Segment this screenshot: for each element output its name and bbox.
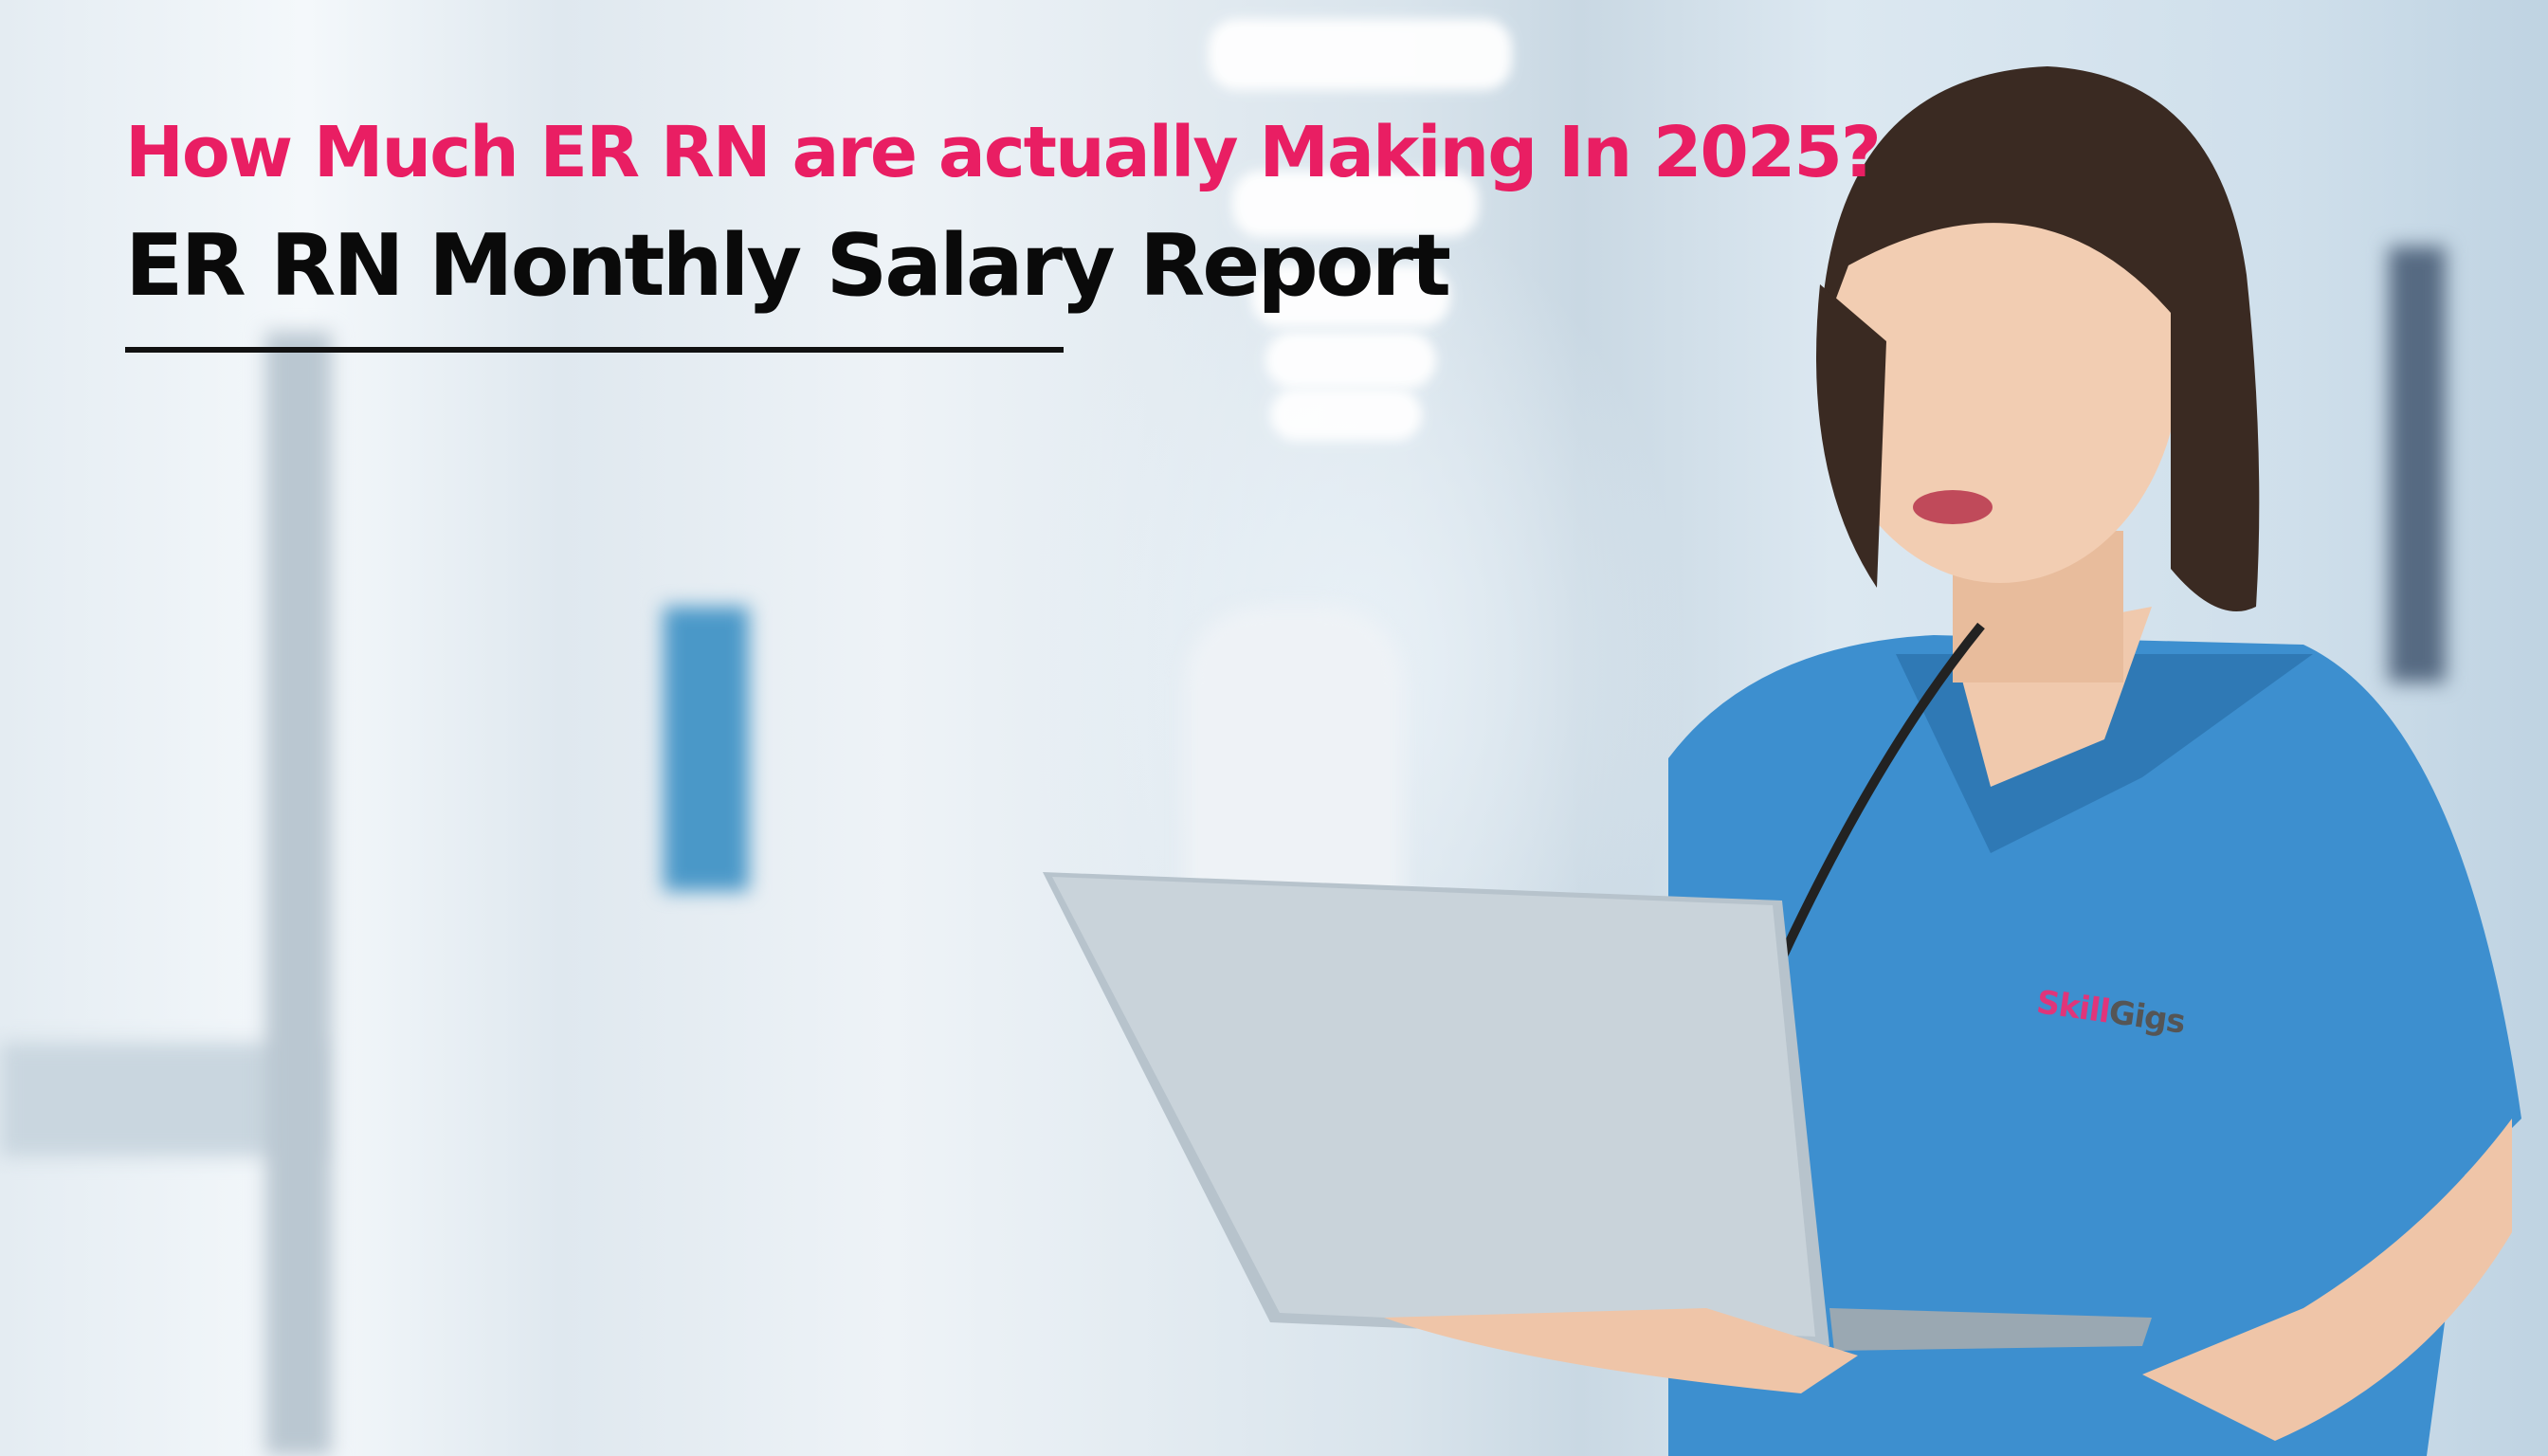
ceiling-light	[1270, 389, 1422, 441]
headline: How Much ER RN are actually Making In 20…	[125, 112, 1882, 193]
door-frame	[265, 332, 332, 1456]
ceiling-light	[1251, 265, 1450, 327]
ceiling-light	[1209, 19, 1512, 90]
blurred-person	[1185, 607, 1403, 919]
wall-poster	[664, 607, 749, 891]
page-title: ER RN Monthly Salary Report	[125, 216, 1451, 316]
title-underline-divider	[125, 347, 1064, 353]
ceiling-light	[1265, 332, 1436, 389]
ceiling-light	[1232, 171, 1479, 237]
wall-frame	[2389, 246, 2446, 682]
